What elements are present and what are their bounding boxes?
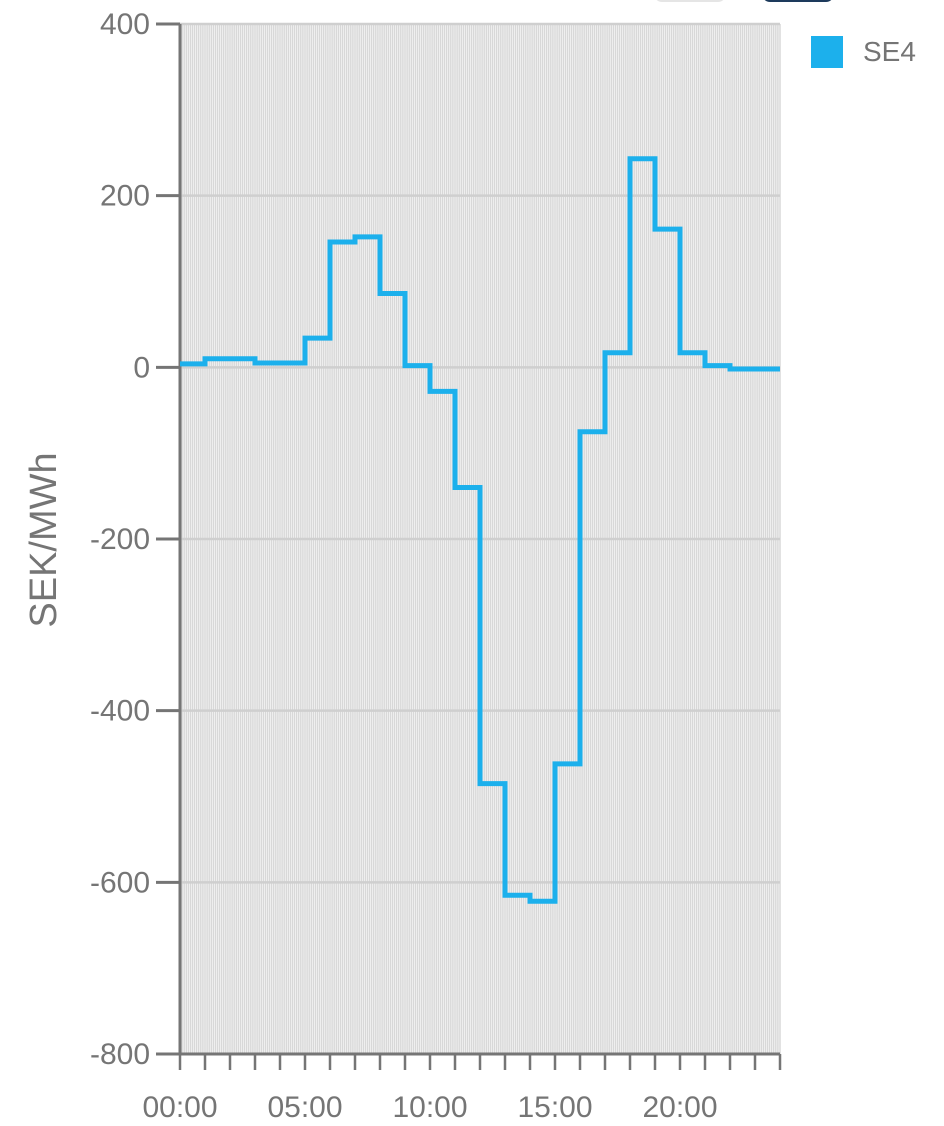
x-tick-label: 10:00 (392, 1091, 467, 1124)
x-tick-label: 15:00 (517, 1091, 592, 1124)
y-tick-label: 0 (133, 351, 150, 384)
legend-swatch-se4[interactable] (811, 36, 843, 68)
series (180, 156, 780, 904)
ticks: 400 200 0 -200 -400 -600 -800 00:00 05:00 10:00 15… (90, 8, 782, 1124)
x-tick-label: 00:00 (142, 1091, 217, 1124)
y-tick-label: -400 (90, 695, 150, 728)
legend: SE4 (811, 36, 916, 68)
y-tick-label: 200 (100, 180, 150, 213)
series-line-se4 (180, 156, 780, 904)
y-tick-label: 400 (100, 8, 150, 41)
top-controls-fragment (654, 0, 834, 2)
top-button-fragment-dark[interactable] (762, 0, 834, 2)
grid (179, 22, 781, 1056)
y-tick-label: -600 (90, 866, 150, 899)
x-tick-label: 05:00 (267, 1091, 342, 1124)
y-tick-label: -800 (90, 1038, 150, 1071)
y-axis-label: SEK/MWh (23, 452, 65, 627)
top-button-fragment-light[interactable] (654, 0, 726, 2)
legend-label-se4[interactable]: SE4 (863, 36, 916, 67)
y-tick-label: -200 (90, 523, 150, 556)
x-tick-label: 20:00 (642, 1091, 717, 1124)
